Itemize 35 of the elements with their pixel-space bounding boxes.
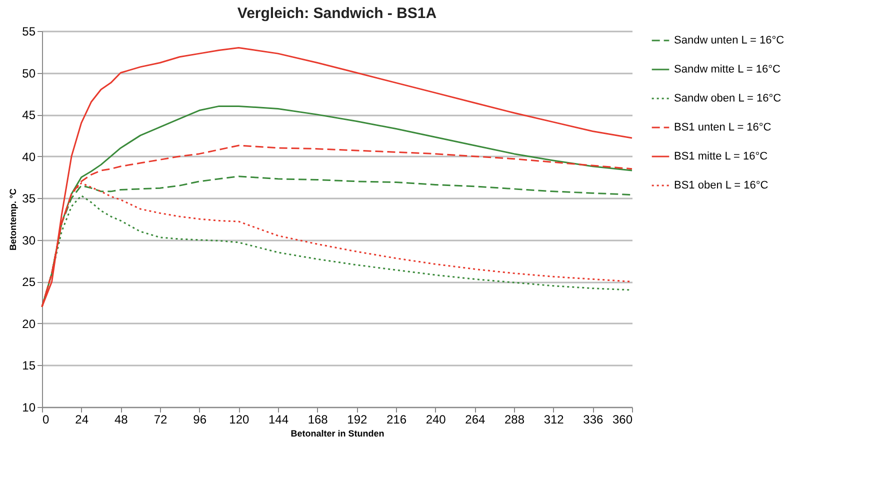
y-tick-label: 10: [22, 400, 36, 414]
y-tick-label: 45: [22, 108, 36, 122]
x-tick-label: 360: [612, 412, 633, 426]
x-tick-label: 168: [308, 412, 328, 426]
x-tick-label: 48: [114, 412, 128, 426]
x-axis-title: Betonalter in Stunden: [290, 428, 384, 438]
x-tick-label: 24: [75, 412, 89, 426]
y-tick-label: 35: [22, 192, 36, 206]
y-axis-title: Betontemp. °C: [8, 188, 18, 251]
x-tick-label: 72: [154, 412, 168, 426]
x-tick-label: 216: [386, 412, 407, 426]
x-tick-label: 120: [229, 412, 250, 426]
x-tick-label: 0: [42, 412, 50, 426]
x-tick-label: 192: [347, 412, 368, 426]
y-tick-label: 20: [22, 316, 36, 331]
legend-label: BS1 mitte L = 16°C: [674, 150, 768, 162]
y-tick-label: 25: [22, 275, 36, 290]
x-tick-label: 240: [426, 412, 446, 426]
y-tick-label: 30: [22, 233, 36, 248]
legend-label: Sandw mitte L = 16°C: [674, 64, 780, 76]
legend-label: Sandw oben L = 16°C: [674, 92, 782, 104]
y-tick-label: 40: [22, 150, 36, 164]
y-tick-label: 50: [22, 66, 36, 80]
y-tick-label: 55: [22, 24, 36, 38]
x-tick-label: 288: [504, 412, 525, 426]
chart-title: Vergleich: Sandwich - BS1A: [237, 5, 437, 22]
x-tick-label: 264: [465, 412, 486, 426]
x-tick-label: 144: [268, 412, 289, 426]
x-tick-label: 312: [544, 412, 564, 426]
x-tick-label: 336: [583, 412, 604, 426]
legend-label: BS1 unten L = 16°C: [674, 122, 772, 134]
legend-label: Sandw unten L = 16°C: [674, 34, 784, 46]
x-tick-label: 96: [193, 412, 207, 426]
y-tick-label: 15: [22, 358, 36, 373]
legend-label: BS1 oben L = 16°C: [674, 180, 768, 192]
